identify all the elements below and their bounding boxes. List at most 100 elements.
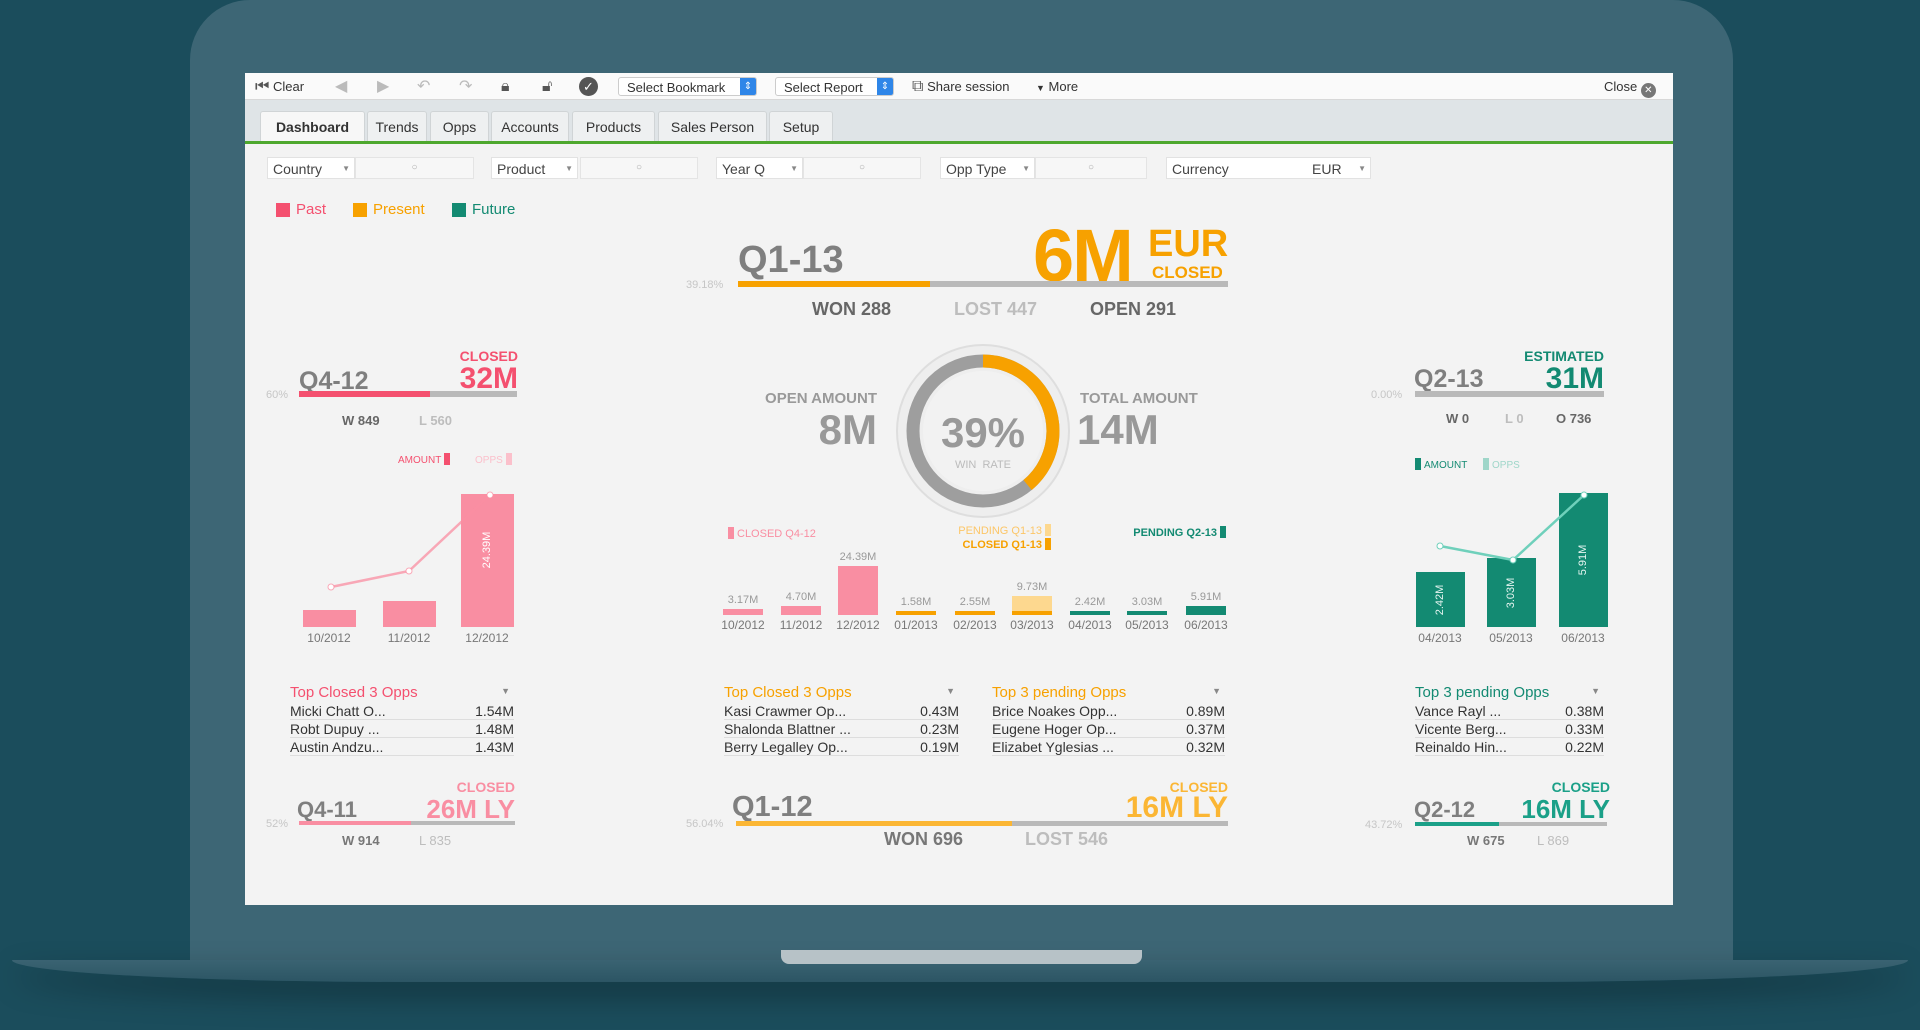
select-bookmark-dropdown[interactable]: Select Bookmark ⇕ <box>618 77 757 96</box>
ly-left-amount: 26M LY <box>426 794 515 824</box>
opp-name: Kasi Crawmer Op... <box>724 703 847 719</box>
opps-point <box>327 583 335 591</box>
legend-present: Present <box>353 201 425 219</box>
check-icon[interactable]: ✓ <box>579 77 598 96</box>
more-button[interactable]: ▼ More <box>1036 77 1078 96</box>
country-label: Country <box>273 161 323 177</box>
list-item[interactable]: Reinaldo Hin... 0.22M <box>1415 738 1604 756</box>
back-icon[interactable]: ◀ <box>335 78 348 95</box>
list-item[interactable]: Vicente Berg... 0.33M <box>1415 720 1604 738</box>
currency-filter[interactable]: Currency EUR ▼ <box>1166 157 1371 179</box>
legend-closed-q4-12: CLOSED Q4-12 <box>728 527 816 540</box>
select-report-dropdown[interactable]: Select Report ⇕ <box>775 77 894 96</box>
forward-icon[interactable]: ▶ <box>377 78 390 95</box>
x-tick-label: 01/2013 <box>894 618 938 632</box>
tab-trends[interactable]: Trends <box>367 111 427 141</box>
bar <box>1127 611 1167 615</box>
legend-pending-q2-13-label: PENDING Q2-13 <box>1133 527 1217 539</box>
legend-future: Future <box>452 201 515 219</box>
bar <box>1415 572 1465 627</box>
close-button[interactable]: Close ✕ <box>1604 77 1656 98</box>
current-win-bar <box>738 281 1228 287</box>
share-session-button[interactable]: ⧉ Share session <box>912 77 1009 96</box>
clear-button[interactable]: ⏮ Clear <box>255 77 304 96</box>
list-item[interactable]: Austin Andzu... 1.43M <box>290 738 514 756</box>
list-title[interactable]: Top Closed 3 Opps <box>290 684 418 701</box>
list-item[interactable]: Berry Legalley Op... 0.19M <box>724 738 959 756</box>
opp-type-value-box[interactable]: ○ <box>1035 157 1147 179</box>
country-value-box[interactable]: ○ <box>355 157 474 179</box>
x-tick-label: 04/2013 <box>1418 631 1462 645</box>
list-title[interactable]: Top 3 pending Opps <box>1415 684 1550 701</box>
more-label: More <box>1048 79 1079 94</box>
next-won: W 0 <box>1446 411 1470 426</box>
year-q-filter[interactable]: Year Q ▼ <box>716 157 803 179</box>
current-open: OPEN 291 <box>1090 299 1177 319</box>
ly-left-bar-fill <box>299 821 412 825</box>
year-q-value-box[interactable]: ○ <box>803 157 921 179</box>
tab-accounts[interactable]: Accounts <box>491 111 569 141</box>
caret-down-icon: ▼ <box>1036 83 1045 93</box>
product-value-box[interactable]: ○ <box>580 157 698 179</box>
unlock-icon[interactable]: 🔓︎ <box>542 78 553 95</box>
tab-products[interactable]: Products <box>572 111 655 141</box>
value-label: 3.17M <box>727 593 759 606</box>
tab-setup[interactable]: Setup <box>769 111 833 141</box>
list-title[interactable]: Top 3 pending Opps <box>992 684 1127 701</box>
opp-name: Reinaldo Hin... <box>1415 739 1507 755</box>
opps-point <box>1436 542 1444 550</box>
bar <box>955 611 995 615</box>
current-win-pct: 39.18% <box>686 279 724 291</box>
list-item[interactable]: Kasi Crawmer Op... 0.43M <box>724 702 959 720</box>
list-item[interactable]: Shalonda Blattner ... 0.23M <box>724 720 959 738</box>
value-label: 24.39M <box>839 551 877 564</box>
x-tick-label: 12/2012 <box>465 631 509 645</box>
opps-point <box>405 567 413 575</box>
bar <box>1012 595 1052 615</box>
lock-icon[interactable]: 🔒︎ <box>501 78 510 95</box>
list-title[interactable]: Top Closed 3 Opps <box>724 684 852 701</box>
x-tick-label: 06/2013 <box>1561 631 1605 645</box>
opp-name: Brice Noakes Opp... <box>992 703 1118 719</box>
product-filter[interactable]: Product ▼ <box>491 157 578 179</box>
list-item[interactable]: Eugene Hoger Op... 0.37M <box>992 720 1225 738</box>
tab-opps[interactable]: Opps <box>430 111 489 141</box>
list-item[interactable]: Micki Chatt O... 1.54M <box>290 702 514 720</box>
next-win-bar <box>1415 391 1604 397</box>
tab-dashboard[interactable]: Dashboard <box>260 111 365 141</box>
undo-icon[interactable]: ↶ <box>417 78 431 95</box>
caret-down-icon: ▼ <box>1022 164 1030 173</box>
ly-mid-amount: 16M LY <box>1125 791 1228 824</box>
next-open: O 736 <box>1556 411 1592 426</box>
value-label: 3.03M <box>1131 596 1163 608</box>
opp-type-filter[interactable]: Opp Type ▼ <box>940 157 1035 179</box>
value-label: 2.55M <box>959 596 991 608</box>
legend-closed-q1-13: CLOSED Q1-13 <box>963 538 1051 551</box>
list-item[interactable]: Robt Dupuy ... 1.48M <box>290 720 514 738</box>
bar <box>838 566 878 615</box>
top-closed-opps-list-present: Top Closed 3 Opps ▼ Kasi Crawmer Op... 0.43… <box>724 684 959 756</box>
top-closed-opps-list-past: Top Closed 3 Opps ▼ Micki Chatt O... 1.54M R… <box>290 684 514 756</box>
opp-name: Robt Dupuy ... <box>290 721 380 737</box>
win-rate-value: 39% <box>940 409 1026 456</box>
ly-mid-status: CLOSED <box>1169 779 1228 795</box>
bar <box>723 608 763 615</box>
close-icon: ✕ <box>1640 83 1656 98</box>
redo-icon[interactable]: ↷ <box>459 78 473 95</box>
prev-amount-legend: AMOUNT <box>398 453 451 466</box>
bar-value-label: 3.03M <box>1505 577 1517 608</box>
legend-future-label: Future <box>472 201 516 218</box>
legend-closed-q4-12-label: CLOSED Q4-12 <box>737 528 816 540</box>
opp-type-label: Opp Type <box>946 161 1007 177</box>
list-item[interactable]: Brice Noakes Opp... 0.89M <box>992 702 1225 720</box>
country-filter[interactable]: Country ▼ <box>267 157 355 179</box>
opp-name: Eugene Hoger Op... <box>992 721 1117 737</box>
list-item[interactable]: Vance Rayl ... 0.38M <box>1415 702 1604 720</box>
next-quarter: Q2-13 <box>1414 365 1484 393</box>
currency-label: Currency <box>1172 161 1229 177</box>
legend-closed-q1-13-label: CLOSED Q1-13 <box>962 539 1042 551</box>
x-tick-label: 12/2012 <box>836 618 880 632</box>
x-tick-label: 04/2013 <box>1068 618 1112 632</box>
list-item[interactable]: Elizabet Yglesias ... 0.32M <box>992 738 1225 756</box>
tab-sales-person[interactable]: Sales Person <box>658 111 767 141</box>
